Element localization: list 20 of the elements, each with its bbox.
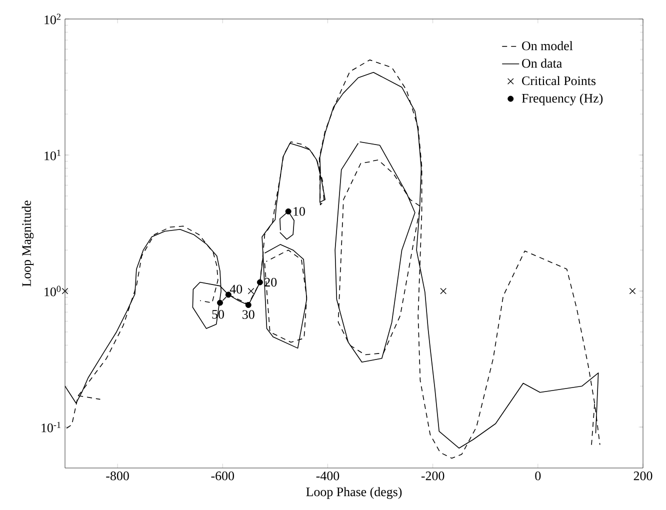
x-tick-label: -200 — [421, 472, 444, 480]
y-tick-label: 10$^{-1}$ — [42, 422, 60, 432]
annotation: 40 — [230, 284, 242, 294]
x-tick-label: 200 — [634, 472, 652, 480]
y-tick-label: 10$^{1}$ — [44, 150, 60, 160]
x-tick-label: -400 — [316, 472, 340, 480]
annotation: 30 — [242, 310, 254, 319]
y-tick-label: 10$^{2}$ — [44, 14, 60, 24]
legend-label: On model — [522, 41, 573, 50]
y-axis-title: Loop Magnitude — [22, 200, 34, 286]
x-tick-label: 0 — [535, 472, 541, 480]
annotation: 20 — [264, 278, 277, 287]
legend-label: Frequency (Hz) — [522, 94, 603, 106]
legend-label: On data — [522, 58, 562, 68]
legend-label: Critical Points — [522, 76, 596, 86]
y-tick-label: 10$^{0}$ — [44, 286, 61, 296]
x-tick-label: -600 — [211, 472, 234, 480]
x-tick-label: -800 — [106, 472, 129, 480]
x-axis-title: Loop Phase (degs) — [306, 487, 402, 499]
annotation: 10 — [294, 207, 305, 216]
